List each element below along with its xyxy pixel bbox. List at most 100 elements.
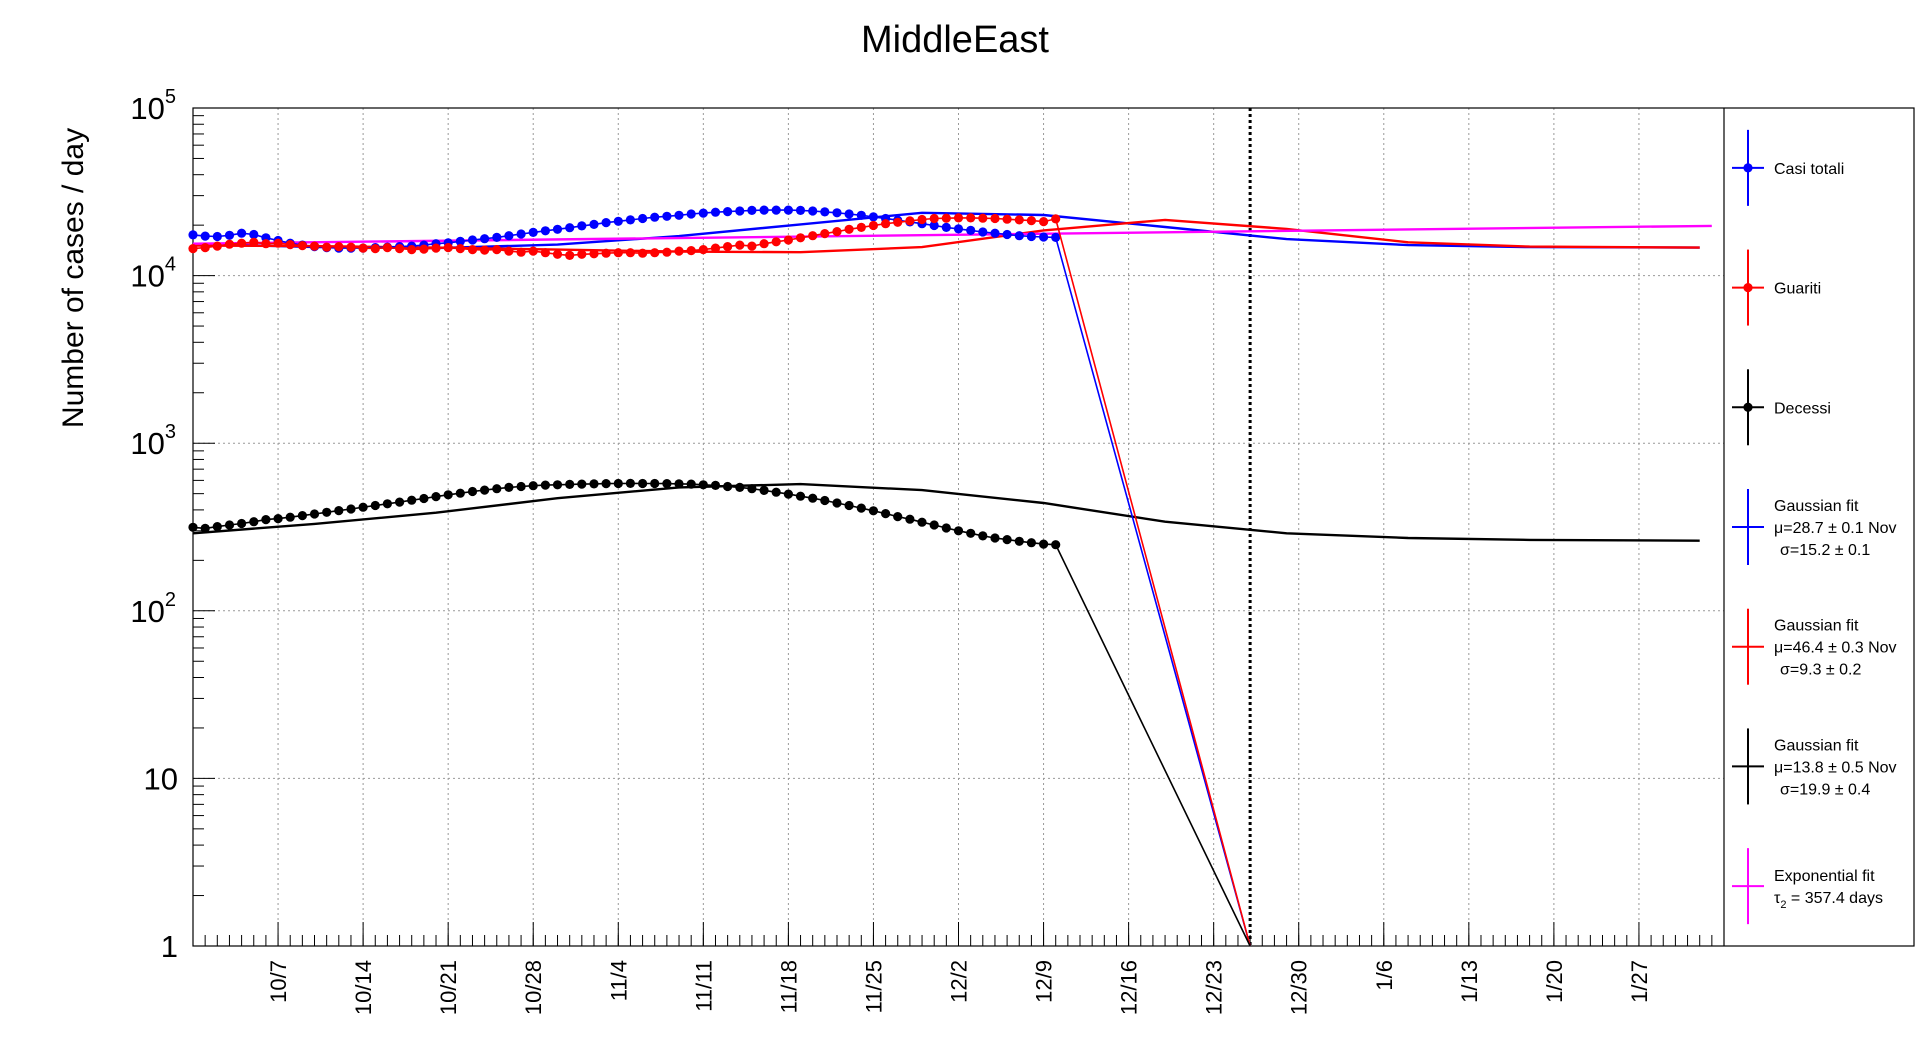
legend-entry: Gaussian fit μ=28.7 ± 0.1 Nov σ=15.2 ± 0.1 — [1732, 489, 1897, 565]
chart-title: MiddleEast — [861, 19, 1049, 61]
data-point — [856, 210, 866, 220]
data-point — [297, 510, 307, 521]
data-point — [662, 479, 672, 489]
data-point — [334, 506, 344, 516]
data-point — [941, 222, 951, 232]
data-point — [237, 228, 247, 238]
data-point — [455, 244, 465, 254]
data-point — [929, 520, 939, 530]
data-point — [953, 224, 964, 234]
data-point — [1002, 229, 1012, 240]
legend-label: σ=9.3 ± 0.2 — [1780, 662, 1861, 679]
data-point — [504, 482, 514, 492]
legend-label: Casi totali — [1774, 161, 1844, 178]
data-point — [698, 480, 708, 490]
data-point — [832, 498, 842, 508]
data-point — [565, 250, 575, 260]
data-point — [625, 215, 636, 225]
data-point — [419, 493, 429, 504]
data-point — [759, 205, 769, 215]
data-point — [638, 213, 648, 224]
x-tick-label: 1/27 — [1627, 960, 1652, 1003]
data-point — [856, 503, 866, 513]
data-point — [723, 242, 733, 252]
data-point — [577, 221, 587, 231]
data-point — [480, 245, 490, 255]
y-tick-label: 1 — [161, 929, 178, 964]
data-point — [808, 231, 818, 241]
legend-label: μ=46.4 ± 0.3 Nov — [1774, 640, 1897, 657]
data-point — [188, 244, 198, 254]
data-point — [759, 239, 769, 249]
data-point — [990, 533, 1000, 543]
data-point — [674, 479, 684, 489]
data-point — [552, 224, 563, 234]
data-point — [528, 481, 538, 491]
data-point — [443, 490, 453, 500]
data-point — [868, 220, 879, 231]
legend-label: σ=15.2 ± 0.1 — [1780, 542, 1870, 559]
y-tick-label: 105 — [130, 86, 176, 126]
data-point — [224, 230, 235, 240]
data-point — [224, 520, 235, 530]
data-point — [686, 209, 696, 219]
data-point — [662, 247, 672, 257]
data-point — [528, 246, 538, 256]
y-axis-label: Number of cases / day — [57, 128, 90, 428]
data-point — [467, 486, 478, 497]
legend-label: μ=13.8 ± 0.5 Nov — [1774, 759, 1897, 776]
legend-marker — [1743, 282, 1753, 293]
data-point — [382, 499, 392, 509]
data-point — [710, 480, 721, 490]
data-point — [419, 244, 429, 254]
data-point — [808, 206, 818, 216]
data-point — [297, 241, 307, 251]
data-point — [601, 218, 611, 228]
data-point — [747, 484, 757, 494]
data-point — [808, 493, 818, 503]
data-point — [589, 219, 599, 229]
x-tick-label: 1/13 — [1457, 960, 1482, 1003]
data-point — [395, 497, 405, 507]
data-point — [589, 479, 599, 489]
data-point — [467, 245, 478, 255]
data-point — [382, 243, 392, 253]
data-point — [686, 479, 696, 489]
x-tick-label: 11/4 — [606, 960, 631, 1001]
data-point — [638, 248, 648, 258]
data-point — [273, 238, 283, 248]
x-tick-label: 11/11 — [691, 960, 716, 1012]
data-point — [601, 479, 611, 489]
data-point — [990, 213, 1000, 224]
data-point — [431, 492, 441, 502]
data-point — [224, 239, 235, 249]
data-point — [978, 531, 988, 541]
x-tick-label: 12/9 — [1032, 960, 1057, 1003]
data-point — [1051, 540, 1061, 550]
data-point — [577, 479, 587, 489]
data-point — [613, 478, 623, 489]
data-point — [540, 248, 551, 258]
x-tick-label: 11/18 — [776, 960, 801, 1013]
data-point — [200, 523, 210, 534]
data-point — [516, 481, 526, 492]
data-point — [212, 241, 222, 251]
data-point — [844, 209, 854, 219]
data-point — [370, 500, 380, 511]
data-point — [650, 212, 660, 222]
data-point — [358, 502, 368, 512]
y-tick-label: 103 — [130, 421, 176, 461]
data-point — [395, 244, 405, 254]
data-point — [589, 249, 599, 259]
data-point — [370, 244, 380, 254]
data-point — [601, 248, 611, 258]
x-tick-label: 10/28 — [521, 960, 546, 1015]
data-point — [966, 225, 976, 235]
y-tick-label: 10 — [144, 761, 178, 796]
data-point — [783, 205, 794, 215]
data-point — [613, 216, 623, 226]
data-point — [540, 480, 551, 490]
x-tick-label: 10/21 — [436, 960, 461, 1015]
x-tick-label: 12/23 — [1202, 960, 1227, 1015]
data-point — [552, 480, 563, 490]
